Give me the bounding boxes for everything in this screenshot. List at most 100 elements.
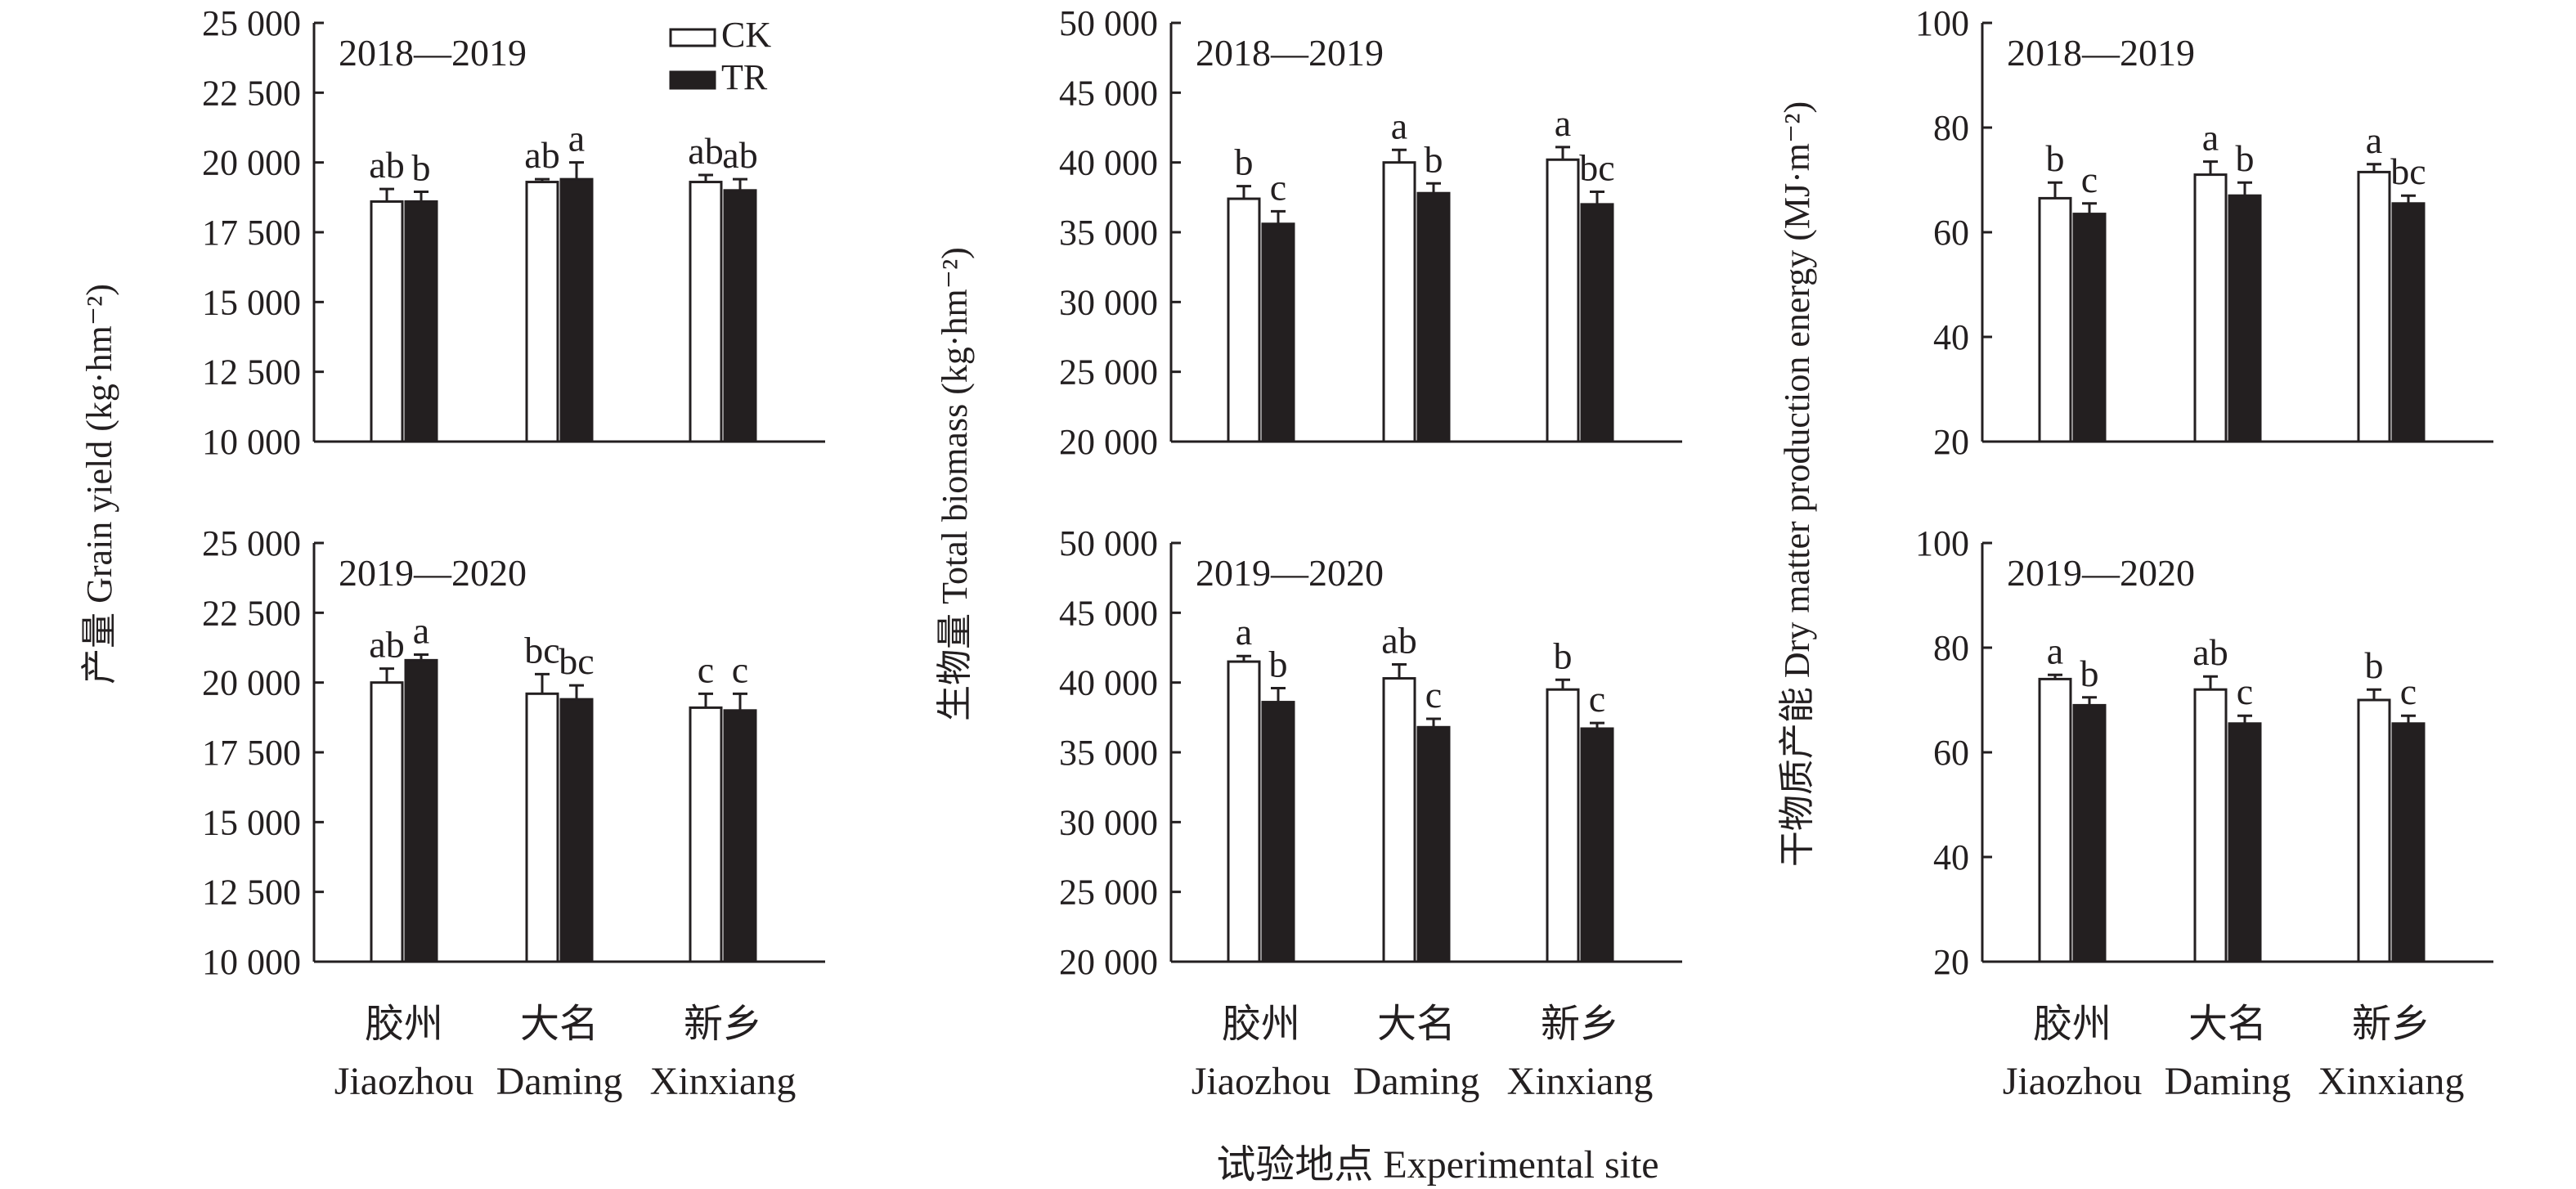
significance-letter: b xyxy=(2365,644,2384,686)
y-tick-label: 10 000 xyxy=(202,942,301,982)
significance-letter: ab xyxy=(2192,631,2228,673)
panel-year-label: 2018—2019 xyxy=(1196,32,1384,74)
y-tick-label: 20 xyxy=(1933,422,1969,462)
bar-tr xyxy=(1580,727,1614,963)
y-tick-label: 15 000 xyxy=(202,282,301,322)
bar-ck xyxy=(2038,196,2072,443)
significance-letter: c xyxy=(1589,678,1605,720)
bar-tr xyxy=(1580,203,1614,443)
bar-tr xyxy=(2391,722,2426,963)
significance-letter: a xyxy=(1391,105,1407,146)
bar-ck xyxy=(1227,197,1261,443)
y-tick-label: 25 000 xyxy=(1059,873,1158,913)
panel-year-label: 2018—2019 xyxy=(2007,32,2195,74)
significance-letter: b xyxy=(1554,635,1573,676)
panel-energy-2019: 204060801002019—2020ab胶州Jiaozhouabc大名Dam… xyxy=(1915,523,2493,1103)
y-tick-label: 20 000 xyxy=(1059,422,1158,462)
y-tick-label: 12 500 xyxy=(202,352,301,393)
bar-ck xyxy=(2357,698,2391,963)
bar-ck xyxy=(1546,158,1580,443)
site-label-en: Daming xyxy=(2165,1060,2291,1103)
y-tick-label: 40 000 xyxy=(1059,143,1158,183)
bar-ck xyxy=(1546,688,1580,963)
significance-letter: ab xyxy=(369,144,404,186)
bar-ck xyxy=(1227,660,1261,963)
significance-letter: a xyxy=(1555,102,1571,144)
bar-ck xyxy=(525,692,559,963)
y-tick-label: 22 500 xyxy=(202,593,301,633)
bar-ck xyxy=(525,181,559,443)
bar-tr xyxy=(1416,191,1451,443)
site-label-en: Jiaozhou xyxy=(1192,1060,1331,1103)
legend-swatch-tr xyxy=(669,70,716,90)
panel-year-label: 2018—2019 xyxy=(339,32,527,74)
bar-tr xyxy=(404,200,438,443)
bar-ck xyxy=(1382,677,1416,963)
legend-swatch-ck xyxy=(669,28,716,47)
site-label-en: Jiaozhou xyxy=(2003,1060,2143,1103)
y-tick-label: 20 xyxy=(1933,942,1969,982)
panel-year-label: 2019—2020 xyxy=(339,552,527,594)
y-tick-label: 45 000 xyxy=(1059,73,1158,113)
significance-letter: b xyxy=(1235,141,1254,183)
significance-letter: b xyxy=(412,147,431,189)
y-tick-label: 80 xyxy=(1933,108,1969,148)
bar-tr xyxy=(1261,701,1295,963)
site-label-en: Jiaozhou xyxy=(334,1060,474,1103)
y-tick-label: 17 500 xyxy=(202,733,301,773)
y-tick-label: 20 000 xyxy=(202,143,301,183)
significance-letter: c xyxy=(1270,166,1286,208)
bar-ck xyxy=(2357,170,2391,443)
significance-letter: bc xyxy=(1579,147,1614,189)
site-label-cn: 胶州 xyxy=(365,1003,443,1046)
site-label-cn: 胶州 xyxy=(1222,1003,1300,1046)
y-tick-label: 100 xyxy=(1915,3,1969,43)
y-tick-label: 60 xyxy=(1933,213,1969,253)
panel-yield-2018: 10 000 12 500 15 000 17 500 20 000 22 500 25 0… xyxy=(79,3,825,684)
significance-letter: a xyxy=(2366,119,2382,161)
significance-letter: ab xyxy=(688,130,723,172)
site-label-en: Xinxiang xyxy=(2318,1060,2465,1103)
significance-letter: b xyxy=(1269,643,1288,684)
x-axis-title: 试验地点 Experimental site xyxy=(1216,1143,1658,1187)
bar-tr xyxy=(2228,722,2262,963)
y-tick-label: 20 000 xyxy=(1059,942,1158,982)
significance-letter: ab xyxy=(722,134,757,176)
site-label-en: Xinxiang xyxy=(1507,1060,1654,1103)
panel-year-label: 2019—2020 xyxy=(2007,552,2195,594)
significance-letter: a xyxy=(2202,117,2219,159)
bar-tr xyxy=(1261,222,1295,443)
legend-label-ck: CK xyxy=(721,15,771,55)
bar-tr xyxy=(2072,213,2107,443)
y-tick-label: 20 000 xyxy=(202,663,301,703)
significance-letter: c xyxy=(698,648,714,690)
significance-letter: c xyxy=(1425,674,1442,716)
panel-year-label: 2019—2020 xyxy=(1196,552,1384,594)
significance-letter: c xyxy=(2237,671,2253,712)
y-tick-label: 25 000 xyxy=(202,3,301,43)
significance-letter: bc xyxy=(2390,150,2426,192)
y-axis-label: 干物质产能 Dry matter production energy (MJ·m… xyxy=(1777,101,1817,867)
bar-ck xyxy=(370,681,404,963)
bar-tr xyxy=(559,698,594,963)
y-tick-label: 45 000 xyxy=(1059,593,1158,633)
bar-tr xyxy=(404,658,438,963)
significance-letter: c xyxy=(2400,671,2417,712)
y-tick-label: 12 500 xyxy=(202,873,301,913)
y-tick-label: 100 xyxy=(1915,523,1969,563)
bar-ck xyxy=(2038,677,2072,963)
bar-tr xyxy=(2228,194,2262,443)
y-tick-label: 50 000 xyxy=(1059,523,1158,563)
bar-tr xyxy=(2072,703,2107,963)
bar-ck xyxy=(689,706,723,963)
significance-letter: a xyxy=(413,610,429,652)
y-tick-label: 25 000 xyxy=(1059,352,1158,393)
y-tick-label: 35 000 xyxy=(1059,213,1158,253)
bar-tr xyxy=(559,177,594,443)
significance-letter: b xyxy=(2236,137,2255,179)
panel-energy-2018: 20 40 60 80 100 干物质产能 Dry matter production e… xyxy=(1777,3,2493,867)
bar-ck xyxy=(370,200,404,443)
y-tick-label: 80 xyxy=(1933,628,1969,668)
significance-letter: b xyxy=(1425,138,1443,180)
